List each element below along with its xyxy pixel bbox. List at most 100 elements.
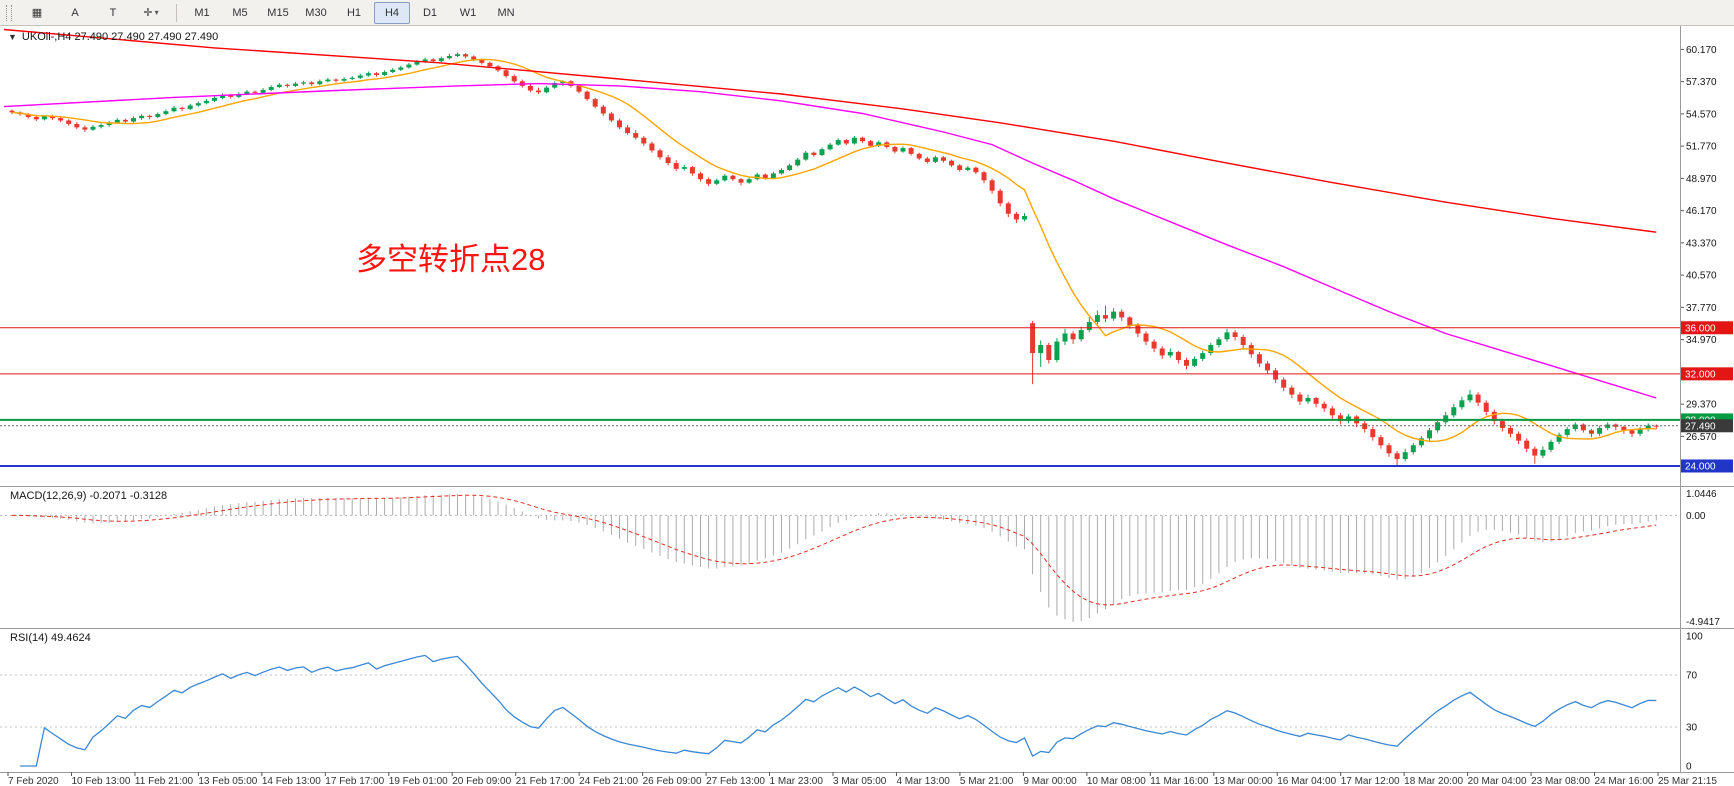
candle-body — [1022, 216, 1027, 220]
candle-body — [50, 116, 55, 119]
candle-body — [851, 137, 857, 144]
candle-body — [1589, 430, 1594, 434]
macd-histogram — [19, 494, 1657, 622]
timeframe-button-M30[interactable]: M30 — [305, 6, 327, 19]
axis-label: 0.00 — [1686, 511, 1706, 522]
candle-body — [82, 127, 88, 130]
candle-body — [268, 87, 274, 90]
candlestick-series — [9, 52, 1659, 466]
candle-body — [1580, 424, 1586, 431]
candle-body — [1605, 424, 1611, 428]
candle-body — [301, 82, 307, 84]
candle-body — [309, 82, 315, 85]
candle-body — [625, 127, 631, 134]
axis-label: 51.770 — [1686, 142, 1717, 153]
candle-body — [544, 87, 550, 93]
candle-body — [171, 107, 177, 112]
candle-body — [1200, 353, 1206, 359]
candle-body — [1483, 402, 1489, 412]
candle-body — [131, 118, 136, 122]
candle-body — [1475, 394, 1481, 403]
candle-body — [1451, 407, 1457, 416]
timeframe-button-M1[interactable]: M1 — [194, 6, 210, 19]
rsi-title: RSI(14) — [10, 632, 48, 644]
candle-body — [1524, 440, 1530, 449]
symbol-ohlc-text: UKOil-,H4 27.490 27.490 27.490 27.490 — [21, 31, 219, 43]
candle-body — [349, 77, 355, 79]
candle-body — [1540, 449, 1546, 456]
candle-body — [1548, 441, 1554, 450]
price-line-badge — [1681, 367, 1733, 381]
candle-body — [1289, 387, 1295, 395]
time-axis-label: 3 Mar 05:00 — [833, 776, 887, 786]
time-axis-label: 17 Mar 12:00 — [1341, 776, 1400, 786]
time-axis-label: 5 Mar 21:00 — [960, 776, 1014, 786]
candle-body — [503, 70, 509, 77]
toolbar-grip[interactable] — [6, 4, 12, 21]
candle-body — [1572, 424, 1578, 430]
candle-body — [1337, 415, 1343, 422]
time-axis-label: 19 Feb 01:00 — [389, 776, 448, 786]
candle-body — [276, 84, 282, 88]
tool-button-text-label[interactable]: T — [95, 2, 131, 24]
timeframe-button-M5[interactable]: M5 — [232, 6, 248, 19]
axis-label: 30 — [1686, 723, 1698, 734]
price-line-badge — [1681, 321, 1733, 335]
candle-body — [284, 84, 290, 86]
rsi-line — [20, 654, 1657, 767]
axis-label: 46.170 — [1686, 206, 1717, 217]
axis-label: 48.970 — [1686, 174, 1717, 185]
candle-body — [1159, 348, 1165, 356]
candle-body — [1013, 213, 1019, 220]
candle-body — [1127, 317, 1133, 326]
candle-body — [973, 167, 979, 173]
time-axis-label: 11 Feb 21:00 — [135, 776, 194, 786]
candle-body — [1265, 363, 1270, 371]
candle-body — [827, 144, 833, 150]
timeframe-button-MN[interactable]: MN — [497, 6, 515, 19]
candle-body — [1443, 415, 1449, 423]
candle-body — [1459, 400, 1465, 408]
candle-body — [1532, 448, 1538, 456]
candle-body — [479, 59, 485, 63]
candle-body — [406, 64, 412, 68]
axis-label: 40.570 — [1686, 271, 1717, 282]
timeframe-button-H1[interactable]: H1 — [346, 6, 362, 19]
candle-body — [1313, 398, 1319, 404]
candle-body — [779, 169, 784, 174]
axis-label: 57.370 — [1686, 77, 1717, 88]
candle-body — [738, 179, 744, 183]
tool-button-cursor-crosshair[interactable]: ✛ ▾ — [133, 2, 169, 24]
candle-body — [536, 90, 541, 93]
candle-body — [641, 137, 647, 144]
candle-body — [1629, 430, 1635, 434]
candle-body — [608, 113, 614, 121]
chart-annotation-text[interactable]: 多空转折点28 — [356, 242, 546, 277]
candle-body — [1111, 311, 1117, 319]
candle-body — [1135, 325, 1141, 334]
time-axis-label: 21 Feb 17:00 — [516, 776, 575, 786]
timeframe-button-M15[interactable]: M15 — [267, 6, 289, 19]
tool-button-annotate-letter[interactable]: A — [57, 2, 93, 24]
candle-body — [941, 157, 946, 161]
candle-body — [122, 119, 128, 122]
axis-label: 43.370 — [1686, 238, 1717, 249]
candle-body — [438, 58, 444, 62]
candle-body — [382, 72, 388, 75]
candle-body — [1378, 437, 1384, 446]
timeframe-button-W1[interactable]: W1 — [459, 6, 477, 19]
candle-body — [1645, 425, 1651, 430]
candle-body — [179, 107, 185, 109]
timeframe-button-H4[interactable]: H4 — [374, 1, 410, 24]
candle-body — [1499, 421, 1505, 428]
candle-body — [1192, 358, 1198, 366]
tool-button-charts-grid[interactable]: ▦ — [19, 2, 55, 24]
candle-body — [633, 133, 639, 138]
one-click-trading-arrow[interactable]: ▼ — [8, 32, 17, 42]
candle-body — [600, 106, 606, 114]
timeframe-button-D1[interactable]: D1 — [422, 6, 438, 19]
candle-body — [9, 110, 15, 113]
rsi-value: 49.4624 — [50, 632, 91, 644]
time-axis-label: 10 Feb 13:00 — [71, 776, 130, 786]
